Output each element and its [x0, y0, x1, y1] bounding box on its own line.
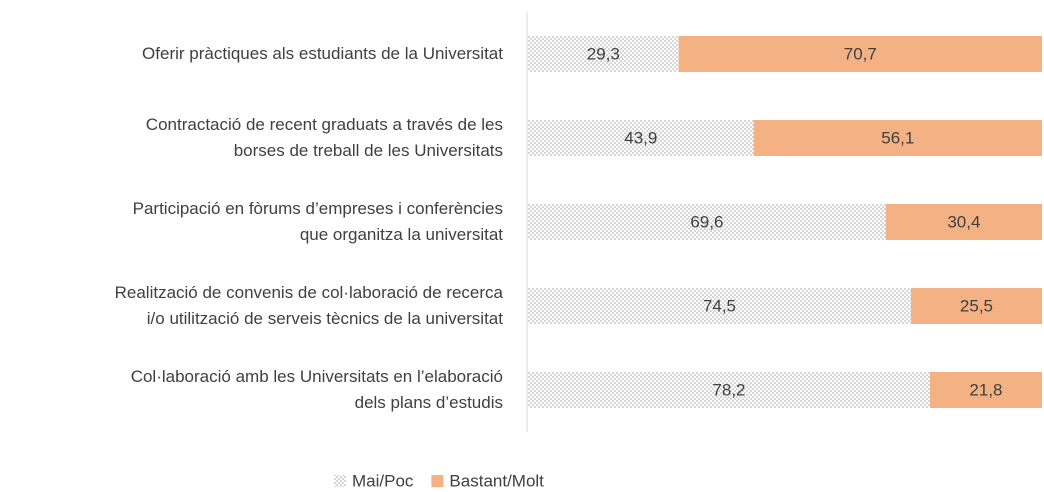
bar-segment	[528, 120, 754, 156]
category-label: Realització de convenis de col·laboració…	[114, 283, 503, 328]
legend-label: Mai/Poc	[352, 471, 414, 490]
value-label: 70,7	[844, 44, 877, 63]
value-label: 29,3	[587, 44, 620, 63]
category-label: Col·laboració amb les Universitats en l’…	[130, 367, 503, 412]
value-label: 21,8	[969, 380, 1002, 399]
value-label: 43,9	[624, 128, 657, 147]
legend-label: Bastant/Molt	[449, 471, 544, 490]
value-label: 30,4	[947, 212, 980, 231]
bar-segment	[753, 120, 1042, 156]
value-label: 78,2	[712, 380, 745, 399]
bar-segment	[528, 204, 886, 240]
value-label: 69,6	[690, 212, 723, 231]
legend-swatch	[431, 475, 444, 487]
category-label: Oferir pràctiques als estudiants de la U…	[142, 44, 503, 63]
category-label: Contractació de recent graduats a través…	[145, 115, 503, 160]
category-label: Participació en fòrums d’empreses i conf…	[132, 199, 503, 244]
bar-segment	[885, 204, 1042, 240]
value-label: 25,5	[960, 296, 993, 315]
bar-segment	[678, 36, 1042, 72]
bar-segment	[910, 288, 1042, 324]
bar-segment	[528, 372, 930, 408]
value-label: 74,5	[703, 296, 736, 315]
bar-segment	[528, 36, 679, 72]
legend-swatch	[334, 475, 346, 487]
value-label: 56,1	[881, 128, 914, 147]
bar-segment	[528, 288, 911, 324]
bar-segment	[929, 372, 1042, 408]
